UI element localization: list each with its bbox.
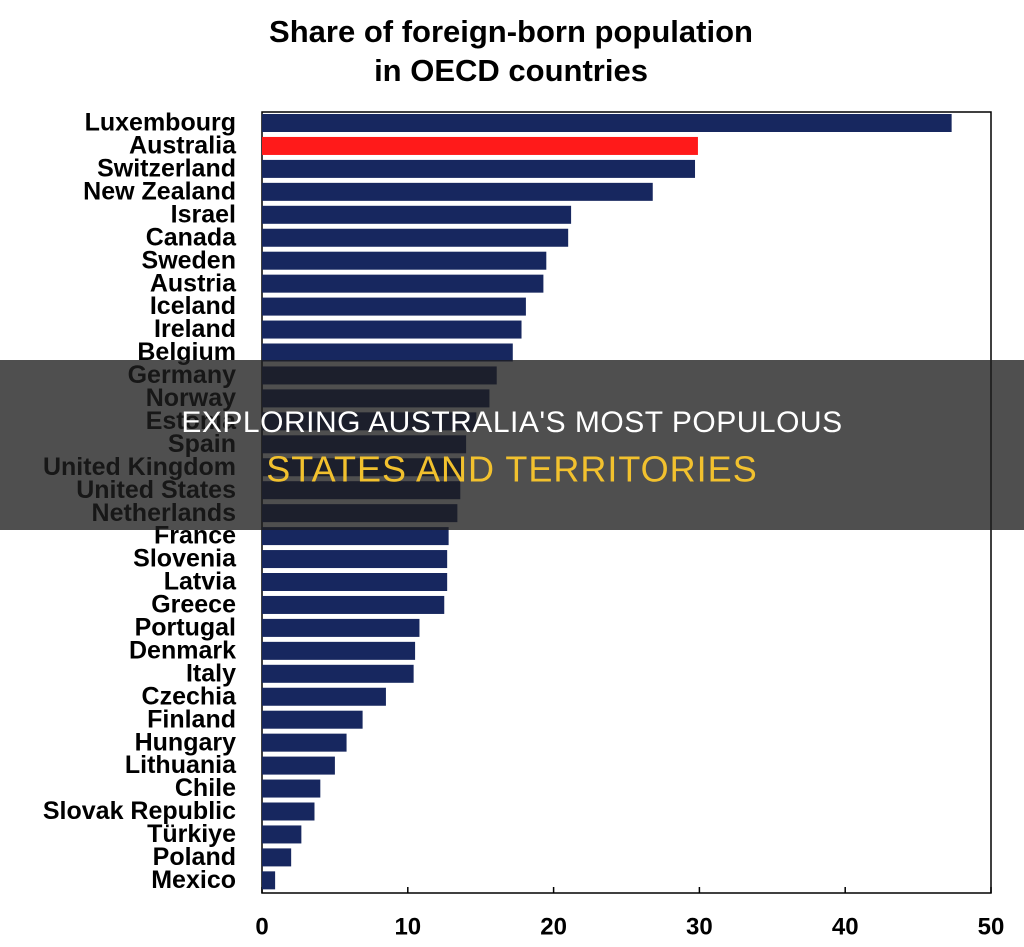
y-tick-label: New Zealand bbox=[83, 177, 236, 205]
bar bbox=[262, 159, 696, 178]
bar bbox=[262, 573, 448, 591]
bar bbox=[262, 848, 292, 867]
bar bbox=[262, 297, 526, 316]
x-tick-label: 10 bbox=[394, 913, 421, 940]
x-tick-label: 40 bbox=[832, 913, 859, 940]
y-tick-label: Latvia bbox=[164, 568, 237, 596]
y-tick-label: Sweden bbox=[142, 246, 236, 274]
overlay-band bbox=[0, 360, 1024, 530]
x-tick-label: 30 bbox=[686, 913, 713, 940]
y-tick-label: Slovenia bbox=[133, 545, 237, 573]
bar bbox=[262, 664, 414, 683]
y-tick-label: Luxembourg bbox=[85, 109, 236, 137]
y-tick-label: Greece bbox=[151, 591, 236, 619]
bar bbox=[262, 274, 544, 293]
x-tick-label: 20 bbox=[540, 913, 567, 940]
y-tick-label: Australia bbox=[129, 132, 237, 160]
bar bbox=[262, 871, 276, 890]
bar bbox=[262, 641, 416, 660]
y-tick-label: Canada bbox=[146, 223, 237, 251]
y-tick-label: Iceland bbox=[150, 292, 236, 320]
chart-title: Share of foreign-born population bbox=[269, 14, 753, 49]
bar bbox=[262, 687, 386, 706]
y-tick-label: Slovak Republic bbox=[43, 797, 236, 825]
bar bbox=[262, 618, 420, 637]
y-tick-label: Chile bbox=[175, 774, 236, 802]
bar bbox=[262, 205, 572, 224]
y-tick-label: Lithuania bbox=[125, 751, 237, 779]
y-tick-label: Israel bbox=[171, 200, 236, 228]
y-tick-label: Italy bbox=[186, 659, 236, 687]
y-tick-label: Switzerland bbox=[97, 155, 236, 183]
bar bbox=[262, 550, 448, 569]
x-tick-label: 50 bbox=[978, 913, 1005, 940]
y-tick-label: Türkiye bbox=[147, 820, 236, 848]
bar bbox=[262, 779, 321, 798]
bar bbox=[262, 114, 952, 132]
bar bbox=[262, 595, 445, 614]
bar bbox=[262, 710, 363, 729]
bar bbox=[262, 802, 315, 821]
y-tick-label: Austria bbox=[150, 269, 237, 297]
bar bbox=[262, 733, 347, 752]
bar bbox=[262, 343, 513, 362]
bar bbox=[262, 228, 569, 247]
chart-title: in OECD countries bbox=[374, 53, 648, 88]
y-tick-label: Finland bbox=[147, 705, 236, 733]
y-tick-label: Poland bbox=[153, 843, 236, 871]
y-tick-label: Denmark bbox=[129, 636, 236, 664]
y-tick-label: Ireland bbox=[154, 315, 236, 343]
y-tick-label: Mexico bbox=[151, 866, 236, 894]
bar bbox=[262, 320, 522, 339]
bar bbox=[262, 251, 547, 270]
bar bbox=[262, 825, 302, 844]
y-tick-label: Hungary bbox=[135, 728, 237, 756]
y-tick-label: Portugal bbox=[135, 614, 236, 642]
overlay-subtitle: STATES AND TERRITORIES bbox=[266, 449, 757, 490]
x-tick-label: 0 bbox=[255, 913, 268, 940]
bar bbox=[262, 182, 653, 201]
bar bbox=[262, 136, 698, 155]
bar bbox=[262, 756, 335, 775]
overlay-title: EXPLORING AUSTRALIA'S MOST POPULOUS bbox=[181, 406, 842, 439]
y-tick-label: Czechia bbox=[142, 682, 238, 710]
bar bbox=[262, 527, 449, 546]
